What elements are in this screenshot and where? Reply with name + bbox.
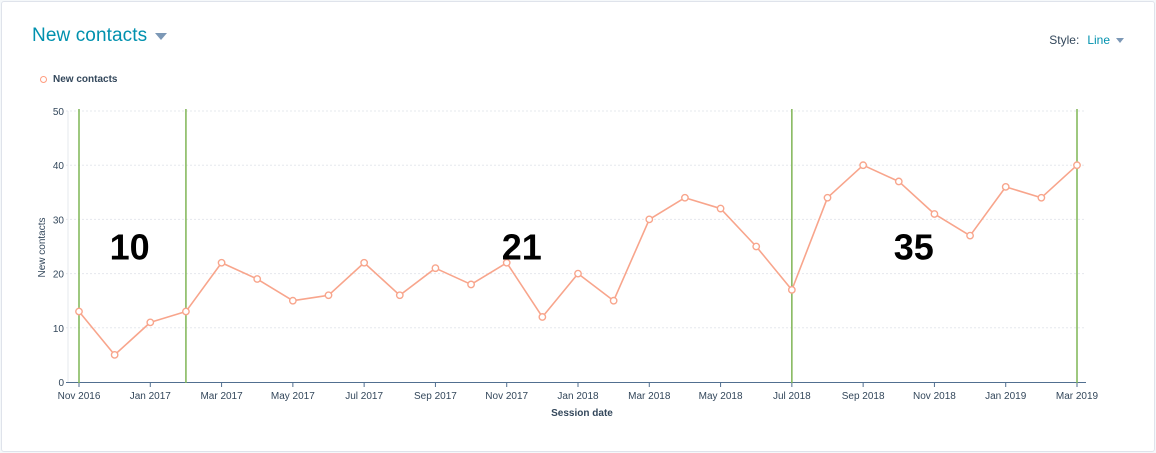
data-point[interactable] (395, 291, 404, 300)
data-point[interactable] (574, 269, 582, 278)
data-point[interactable] (894, 177, 903, 186)
data-point[interactable] (1001, 182, 1010, 191)
data-point[interactable] (823, 193, 832, 202)
data-point[interactable] (146, 318, 155, 327)
y-tick-label: 0 (58, 378, 64, 389)
y-tick-label: 30 (53, 215, 65, 226)
data-point[interactable] (1073, 161, 1081, 170)
period-average-annotation: 35 (894, 227, 934, 268)
style-label: Style: (1049, 33, 1080, 47)
period-average-annotation: 21 (502, 227, 542, 268)
x-tick-label: Nov 2018 (913, 391, 956, 402)
data-point[interactable] (431, 264, 440, 273)
data-point[interactable] (288, 296, 297, 305)
x-tick-label: May 2017 (271, 391, 315, 402)
data-point[interactable] (502, 258, 511, 267)
x-tick-label: Sep 2017 (414, 391, 457, 402)
period-average-annotation: 10 (110, 227, 150, 268)
x-tick-label: Nov 2016 (58, 391, 101, 402)
data-point[interactable] (859, 161, 868, 170)
x-tick-label: Sep 2018 (842, 391, 885, 402)
data-point[interactable] (1037, 193, 1046, 202)
x-tick-label: Jan 2017 (130, 391, 172, 402)
data-point[interactable] (360, 258, 369, 267)
data-point[interactable] (716, 204, 725, 213)
caret-down-icon (1116, 37, 1124, 43)
x-tick-label: May 2018 (699, 391, 743, 402)
y-tick-label: 40 (53, 161, 65, 172)
caret-down-icon (155, 33, 168, 40)
data-point[interactable] (681, 193, 689, 202)
x-tick-label: Mar 2019 (1056, 391, 1099, 402)
data-point[interactable] (217, 258, 226, 267)
data-point[interactable] (538, 313, 547, 321)
data-point[interactable] (966, 231, 974, 240)
chart-legend[interactable]: New contacts (40, 74, 117, 85)
report-title-dropdown[interactable]: New contacts (32, 25, 168, 47)
legend-marker-icon (40, 76, 47, 83)
style-dropdown[interactable]: Line (1087, 33, 1124, 47)
x-axis-title: Session date (551, 408, 613, 419)
x-tick-label: Nov 2017 (485, 391, 528, 402)
style-control: Style: Line (1049, 33, 1124, 47)
y-tick-label: 10 (53, 324, 65, 335)
data-point[interactable] (253, 275, 262, 283)
data-point[interactable] (930, 210, 939, 218)
x-tick-label: Mar 2018 (628, 391, 671, 402)
data-point[interactable] (324, 291, 333, 300)
y-axis-title: New contacts (37, 217, 48, 277)
data-point[interactable] (645, 215, 654, 224)
legend-label: New contacts (53, 74, 118, 85)
x-tick-label: Jul 2018 (773, 391, 811, 402)
data-point[interactable] (75, 307, 83, 316)
data-point[interactable] (609, 296, 618, 305)
x-tick-label: Jul 2017 (345, 391, 383, 402)
x-tick-label: Jan 2018 (557, 391, 599, 402)
style-value: Line (1087, 33, 1110, 47)
y-tick-label: 20 (53, 270, 65, 281)
data-point[interactable] (467, 280, 475, 289)
data-point[interactable] (110, 350, 119, 359)
data-point[interactable] (752, 242, 761, 251)
data-point[interactable] (182, 307, 190, 316)
x-tick-label: Mar 2017 (200, 391, 243, 402)
y-tick-label: 50 (53, 107, 65, 118)
data-point[interactable] (787, 285, 796, 294)
x-tick-label: Jan 2019 (985, 391, 1027, 402)
report-title: New contacts (32, 25, 148, 46)
